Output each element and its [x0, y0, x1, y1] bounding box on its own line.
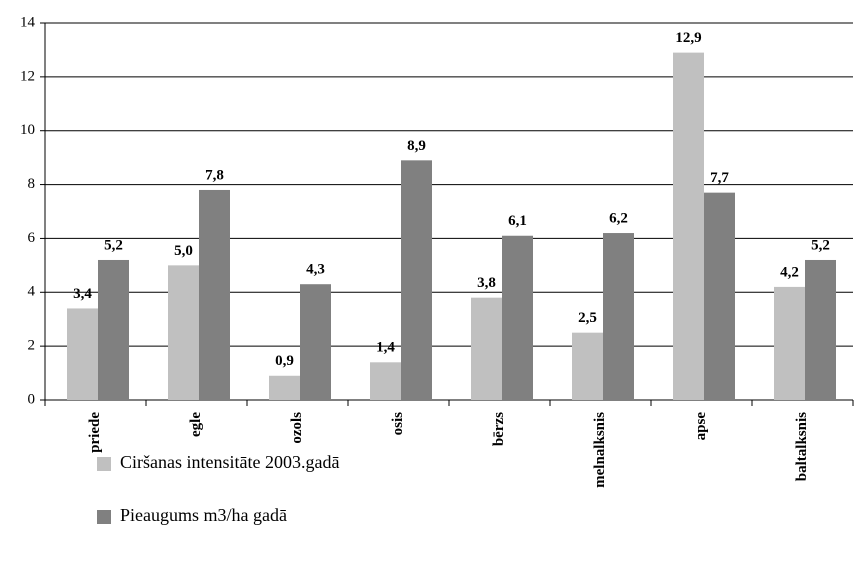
bar	[300, 284, 331, 400]
x-tick-label: baltalksnis	[794, 412, 810, 481]
legend-label: Ciršanas intensitāte 2003.gadā	[120, 452, 339, 472]
data-label: 4,2	[780, 264, 799, 280]
data-label: 5,2	[104, 237, 123, 253]
data-label: 2,5	[578, 310, 597, 326]
legend-label: Pieaugums m3/ha gadā	[120, 505, 287, 525]
data-label: 3,8	[477, 275, 496, 291]
y-tick-label: 8	[28, 176, 36, 192]
bar	[370, 362, 401, 400]
x-tick-label: priede	[87, 412, 103, 453]
x-tick-label: osis	[390, 412, 406, 436]
bar	[67, 308, 98, 400]
legend-swatch	[97, 457, 111, 471]
bar	[805, 259, 836, 400]
bar	[199, 189, 230, 400]
legend-swatch	[97, 510, 111, 524]
data-label: 6,1	[508, 213, 527, 229]
bar	[168, 265, 199, 400]
y-tick-label: 0	[28, 391, 36, 407]
y-tick-label: 2	[28, 338, 36, 354]
data-label: 12,9	[675, 30, 701, 46]
data-label: 3,4	[73, 286, 92, 302]
bar	[572, 332, 603, 400]
data-label: 1,4	[376, 340, 395, 356]
bar	[98, 259, 129, 400]
bar	[774, 286, 805, 400]
x-tick-label: apse	[693, 412, 709, 441]
bar	[603, 233, 634, 400]
data-label: 6,2	[609, 210, 628, 226]
data-label: 7,7	[710, 170, 729, 186]
data-label: 0,9	[275, 353, 294, 369]
y-tick-label: 14	[20, 14, 36, 30]
bar	[471, 297, 502, 400]
data-label: 5,2	[811, 237, 830, 253]
bar	[269, 375, 300, 400]
bar	[673, 52, 704, 400]
x-tick-label: egle	[188, 412, 204, 437]
data-label: 7,8	[205, 167, 224, 183]
y-tick-label: 4	[28, 284, 36, 300]
bar	[502, 235, 533, 400]
x-tick-label: melnalksnis	[592, 412, 608, 488]
x-tick-label: ozols	[289, 412, 305, 444]
data-label: 8,9	[407, 138, 426, 154]
bar	[401, 160, 432, 400]
data-label: 4,3	[306, 262, 325, 278]
bar	[704, 192, 735, 400]
y-tick-label: 10	[20, 122, 35, 138]
x-tick-label: bērzs	[491, 412, 507, 446]
y-tick-label: 12	[20, 68, 35, 84]
y-tick-label: 6	[28, 230, 36, 246]
data-label: 5,0	[174, 243, 193, 259]
